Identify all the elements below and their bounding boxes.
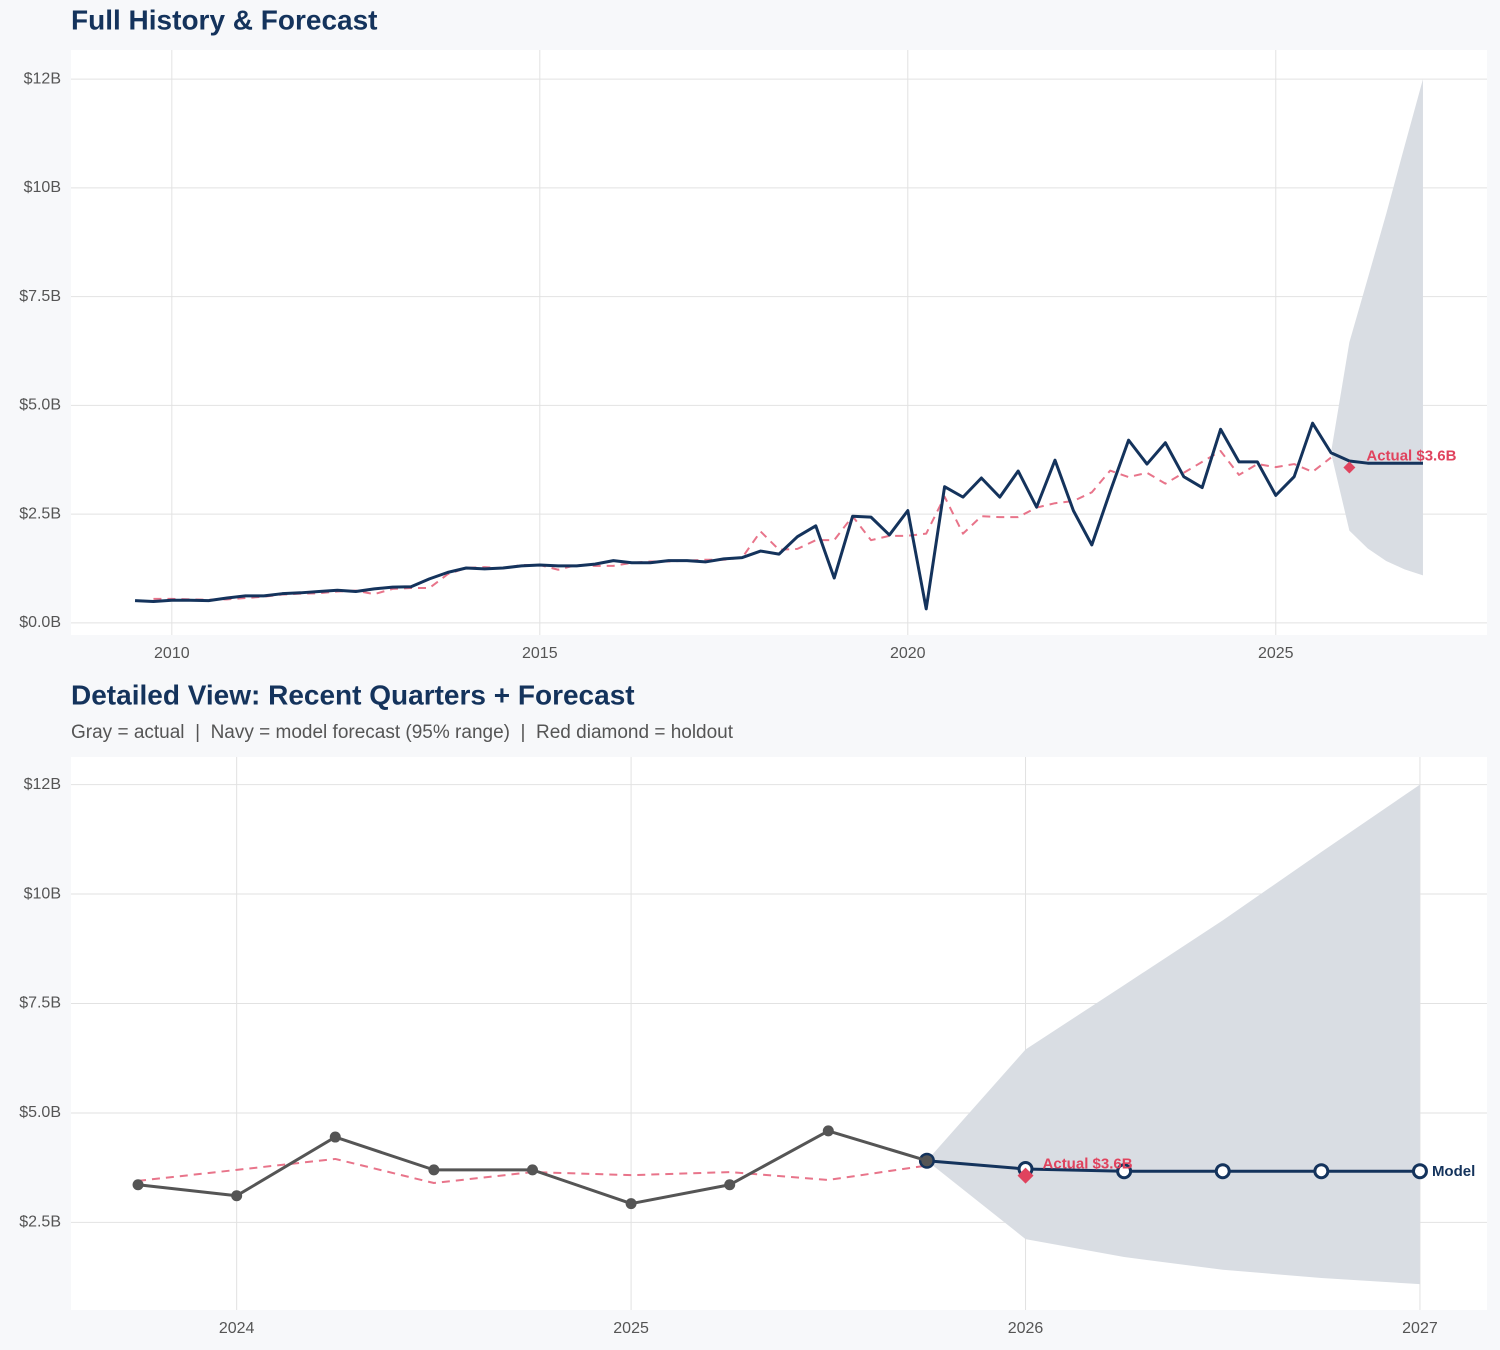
chart-title: Full History & Forecast xyxy=(71,4,378,35)
point-marker xyxy=(724,1179,736,1191)
end-label: Model xyxy=(1432,1163,1475,1180)
point-marker xyxy=(822,1125,834,1137)
y-tick-label: $10B xyxy=(24,885,61,902)
point-marker xyxy=(428,1164,440,1176)
holdout-marker xyxy=(1343,461,1356,474)
y-tick-label: $2.5B xyxy=(19,505,61,522)
chart-subtitle: Gray = actual | Navy = model forecast (9… xyxy=(71,722,734,743)
point-marker xyxy=(526,1164,538,1176)
holdout-label: Actual $3.6B xyxy=(1366,448,1456,465)
point-marker xyxy=(132,1179,144,1191)
forecast-band xyxy=(1330,79,1423,576)
y-tick-label: $7.5B xyxy=(19,288,61,305)
y-tick-label: $2.5B xyxy=(19,1214,61,1231)
holdout-marker xyxy=(1017,1167,1034,1184)
point-marker xyxy=(231,1190,243,1202)
x-tick-label: 2024 xyxy=(219,1320,255,1337)
forecast-marker xyxy=(1116,1163,1133,1180)
x-tick-label: 2025 xyxy=(1258,645,1294,662)
x-tick-label: 2010 xyxy=(154,645,190,662)
forecast-band xyxy=(926,784,1420,1285)
x-tick-label: 2027 xyxy=(1402,1320,1438,1337)
point-marker xyxy=(625,1198,637,1210)
y-tick-label: $10B xyxy=(24,179,61,196)
x-tick-label: 2025 xyxy=(613,1320,649,1337)
y-tick-label: $12B xyxy=(24,776,61,793)
y-tick-label: $7.5B xyxy=(19,995,61,1012)
plot-area xyxy=(71,50,1487,635)
y-tick-label: $5.0B xyxy=(19,397,61,414)
series-line xyxy=(926,1159,1420,1173)
y-tick-label: $12B xyxy=(24,70,61,87)
forecast-marker xyxy=(1214,1163,1231,1180)
point-marker xyxy=(921,1155,933,1167)
chart-title: Detailed View: Recent Quarters + Forecas… xyxy=(71,679,635,710)
series-line xyxy=(134,421,1423,611)
point-marker xyxy=(329,1131,341,1143)
x-tick-label: 2026 xyxy=(1008,1320,1044,1337)
x-tick-label: 2020 xyxy=(890,645,926,662)
y-tick-label: $0.0B xyxy=(19,614,61,631)
forecast-marker xyxy=(1411,1163,1428,1180)
x-tick-label: 2015 xyxy=(522,645,558,662)
holdout-label: Actual $3.6B xyxy=(1043,1156,1133,1173)
y-tick-label: $5.0B xyxy=(19,1104,61,1121)
forecast-marker xyxy=(1313,1163,1330,1180)
